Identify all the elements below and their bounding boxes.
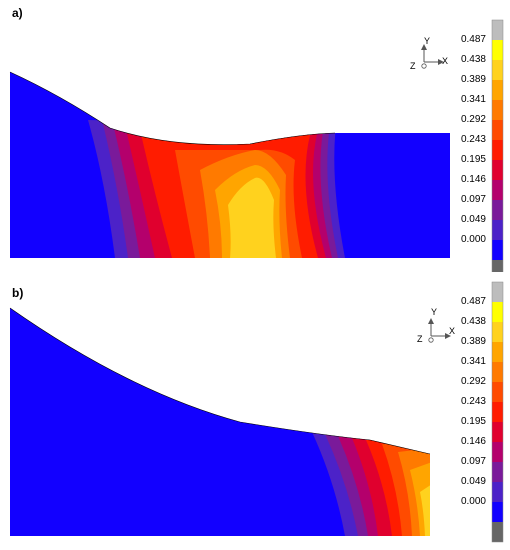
colorbar-tick-label: 0.049 — [460, 476, 486, 487]
contour-plot-b — [9, 307, 431, 536]
contour-field-a — [10, 72, 450, 258]
colorbar-segment — [492, 180, 503, 200]
colorbar-segment — [492, 120, 503, 140]
colorbar-segment — [492, 342, 503, 362]
colorbar-segment — [492, 20, 503, 40]
colorbar-segment — [492, 422, 503, 442]
panel-b-label: b) — [12, 286, 24, 300]
colorbar-segment — [492, 220, 503, 240]
colorbar-tick-label: 0.000 — [460, 234, 486, 245]
colorbar-segment — [492, 382, 503, 402]
colorbar-segment — [492, 240, 503, 260]
panel-a: a) Y Z X 0.487 0.43 — [0, 0, 510, 272]
colorbar-tick-label: 0.097 — [460, 456, 486, 467]
colorbar-tick-label: 0.487 — [460, 296, 486, 307]
axis-x-label-b: X — [449, 326, 456, 336]
axis-z-label-b: Z — [417, 334, 423, 344]
colorbar-tick-label: 0.389 — [460, 336, 486, 347]
axis-z-label-a: Z — [410, 61, 416, 71]
colorbar-segment — [492, 40, 503, 60]
colorbar-tick-label: 0.049 — [460, 214, 486, 225]
colorbar-segment — [492, 462, 503, 482]
colorbar-tick-label: 0.389 — [460, 74, 486, 85]
colorbar-segment — [492, 442, 503, 462]
colorbar-segment — [492, 260, 503, 272]
colorbar-segment — [492, 402, 503, 422]
colorbar-segment — [492, 302, 503, 322]
colorbar-tick-label: 0.243 — [460, 134, 486, 145]
colorbar-tick-label: 0.243 — [460, 396, 486, 407]
colorbar-tick-label: 0.146 — [460, 436, 486, 447]
colorbar-segment — [492, 282, 503, 302]
colorbar-segment — [492, 362, 503, 382]
colorbar-tick-label: 0.292 — [460, 376, 486, 387]
colorbar-tick-label: 0.195 — [460, 154, 486, 165]
colorbar-segment — [492, 80, 503, 100]
axis-x-label-a: X — [442, 56, 449, 66]
colorbar-segment — [492, 100, 503, 120]
colorbar-tick-label: 0.195 — [460, 416, 486, 427]
colorbar-tick-label: 0.000 — [460, 496, 486, 507]
colorbar-tick-label: 0.146 — [460, 174, 486, 185]
axis-y-label-b: Y — [431, 307, 438, 317]
colorbar-segment — [492, 200, 503, 220]
colorbar-segment — [492, 502, 503, 522]
colorbar-tick-label: 0.292 — [460, 114, 486, 125]
colorbar-segment — [492, 522, 503, 542]
axis-triad-b — [428, 318, 451, 343]
panel-a-label: a) — [12, 6, 23, 20]
colorbar-tick-label: 0.487 — [460, 34, 486, 45]
colorbar-tick-label: 0.341 — [460, 356, 486, 367]
colorbar-tick-label: 0.097 — [460, 194, 486, 205]
colorbar-segment — [492, 160, 503, 180]
colorbar-tick-label: 0.438 — [460, 54, 486, 65]
colorbar-segment — [492, 140, 503, 160]
colorbar-tick-label: 0.341 — [460, 94, 486, 105]
axis-triad-a — [421, 44, 444, 69]
colorbar-segment — [492, 60, 503, 80]
colorbar-segment — [492, 482, 503, 502]
panel-b: b) Y Z X 0.487 0.438 0.389 — [0, 272, 510, 550]
axis-y-label-a: Y — [424, 36, 431, 46]
contour-plot-a — [9, 71, 450, 258]
colorbar-segment — [492, 322, 503, 342]
colorbar-tick-label: 0.438 — [460, 316, 486, 327]
